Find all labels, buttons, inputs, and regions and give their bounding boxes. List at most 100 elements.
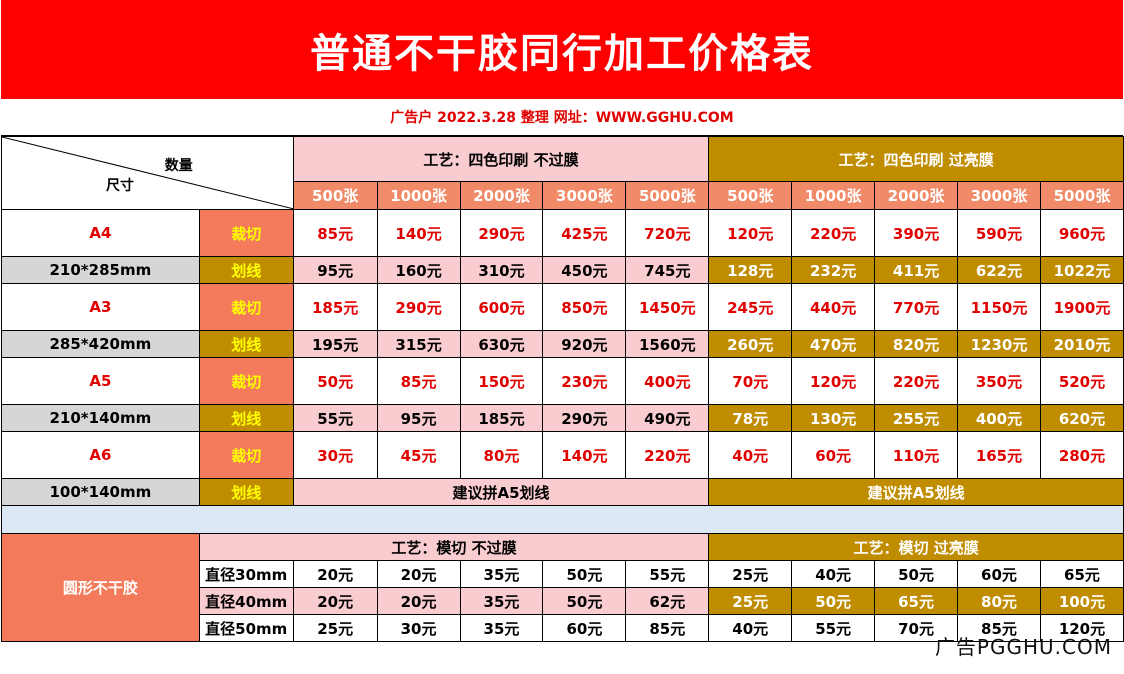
price-cell: 60元: [957, 560, 1041, 588]
qty-header: 5000张: [1039, 181, 1124, 210]
price-cell: 600元: [459, 283, 544, 331]
price-cell: 30元: [376, 614, 461, 642]
process-label: 裁切: [198, 209, 294, 257]
right-process-header: 工艺：四色印刷 过亮膜: [708, 136, 1124, 182]
price-cell: 65元: [1039, 560, 1124, 588]
price-cell: 1560元: [625, 330, 710, 358]
price-cell: 411元: [874, 256, 959, 284]
price-cell: 25元: [708, 587, 793, 615]
diameter-label: 直径30mm: [198, 560, 294, 588]
qty-header: 1000张: [791, 181, 876, 210]
price-cell: 40元: [708, 431, 793, 479]
price-cell: 280元: [1039, 431, 1124, 479]
price-cell: 450元: [542, 256, 627, 284]
price-cell: 220元: [625, 431, 710, 479]
price-cell: 520元: [1039, 357, 1124, 405]
price-cell: 850元: [542, 283, 627, 331]
price-cell: 770元: [874, 283, 959, 331]
price-cell: 85元: [957, 614, 1041, 642]
table-row: 210*140mm 划线 55元 95元 185元 290元 490元 78元 …: [1, 404, 1124, 432]
diagonal-line: [2, 137, 293, 209]
price-cell: 820元: [874, 330, 959, 358]
price-cell: 70元: [874, 614, 959, 642]
size-dimensions: 210*140mm: [1, 404, 200, 432]
qty-header: 2000张: [459, 181, 544, 210]
qty-header: 5000张: [625, 181, 710, 210]
price-cell: 70元: [708, 357, 793, 405]
price-cell: 25元: [708, 560, 793, 588]
price-cell: 245元: [708, 283, 793, 331]
size-dimensions: 100*140mm: [1, 478, 200, 506]
round-right-process-header: 工艺：模切 过亮膜: [708, 533, 1124, 561]
table-row: A3 裁切 185元 290元 600元 850元 1450元 245元 440…: [1, 283, 1124, 331]
price-cell: 185元: [292, 283, 378, 331]
price-cell: 130元: [791, 404, 876, 432]
price-cell: 35元: [459, 560, 544, 588]
page-title: 普通不干胶同行加工价格表: [1, 0, 1123, 99]
qty-header: 1000张: [376, 181, 461, 210]
table-row: A6 裁切 30元 45元 80元 140元 220元 40元 60元 110元…: [1, 431, 1124, 479]
price-cell: 20元: [292, 587, 378, 615]
header-corner: 数量 尺寸: [1, 136, 294, 210]
subtitle: 广告户 2022.3.28 整理 网址：WWW.GGHU.COM: [1, 99, 1123, 136]
price-cell: 390元: [874, 209, 959, 257]
price-cell: 60元: [542, 614, 627, 642]
quantity-label: 数量: [164, 158, 193, 174]
price-cell: 290元: [376, 283, 461, 331]
price-cell: 50元: [542, 587, 627, 615]
process-label: 划线: [198, 256, 294, 284]
price-cell: 260元: [708, 330, 793, 358]
diameter-label: 直径50mm: [198, 614, 294, 642]
table-row: 100*140mm 划线 建议拼A5划线 建议拼A5划线: [1, 478, 1124, 506]
price-cell: 165元: [957, 431, 1041, 479]
price-cell: 590元: [957, 209, 1041, 257]
price-cell: 745元: [625, 256, 710, 284]
price-cell: 85元: [376, 357, 461, 405]
price-cell: 425元: [542, 209, 627, 257]
price-cell: 1022元: [1039, 256, 1124, 284]
diameter-label: 直径40mm: [198, 587, 294, 615]
price-cell: 120元: [791, 357, 876, 405]
qty-header: 3000张: [957, 181, 1041, 210]
price-cell: 1450元: [625, 283, 710, 331]
price-cell: 255元: [874, 404, 959, 432]
price-cell: 20元: [292, 560, 378, 588]
suggestion-note: 建议拼A5划线: [292, 478, 710, 506]
price-cell: 960元: [1039, 209, 1124, 257]
table-row: 210*285mm 划线 95元 160元 310元 450元 745元 128…: [1, 256, 1124, 284]
price-cell: 30元: [292, 431, 378, 479]
price-cell: 1900元: [1039, 283, 1124, 331]
table-row: 直径50mm 25元 30元 35元 60元 85元 40元 55元 70元 8…: [2, 614, 1124, 642]
price-cell: 128元: [708, 256, 793, 284]
price-cell: 78元: [708, 404, 793, 432]
price-cell: 490元: [625, 404, 710, 432]
price-cell: 40元: [791, 560, 876, 588]
table-row: A5 裁切 50元 85元 150元 230元 400元 70元 120元 22…: [1, 357, 1124, 405]
size-name: A6: [1, 431, 200, 479]
qty-header: 3000张: [542, 181, 627, 210]
price-cell: 35元: [459, 587, 544, 615]
watermark: 广告PGGHU.COM: [934, 635, 1112, 659]
price-cell: 315元: [376, 330, 461, 358]
process-label: 划线: [198, 330, 294, 358]
price-cell: 230元: [542, 357, 627, 405]
table-row: 285*420mm 划线 195元 315元 630元 920元 1560元 2…: [1, 330, 1124, 358]
price-cell: 50元: [791, 587, 876, 615]
price-cell: 2010元: [1039, 330, 1124, 358]
price-cell: 400元: [625, 357, 710, 405]
price-cell: 470元: [791, 330, 876, 358]
price-cell: 920元: [542, 330, 627, 358]
section-divider: [1, 505, 1124, 534]
size-label: 尺寸: [106, 178, 134, 194]
table-row: 直径30mm 20元 20元 35元 50元 55元 25元 40元 50元 6…: [2, 560, 1124, 588]
price-cell: 20元: [376, 587, 461, 615]
price-cell: 85元: [625, 614, 710, 642]
price-cell: 95元: [376, 404, 461, 432]
price-cell: 55元: [791, 614, 876, 642]
price-cell: 55元: [292, 404, 378, 432]
suggestion-note: 建议拼A5划线: [708, 478, 1124, 506]
price-cell: 35元: [459, 614, 544, 642]
process-label: 裁切: [198, 431, 294, 479]
price-cell: 310元: [459, 256, 544, 284]
size-dimensions: 285*420mm: [1, 330, 200, 358]
